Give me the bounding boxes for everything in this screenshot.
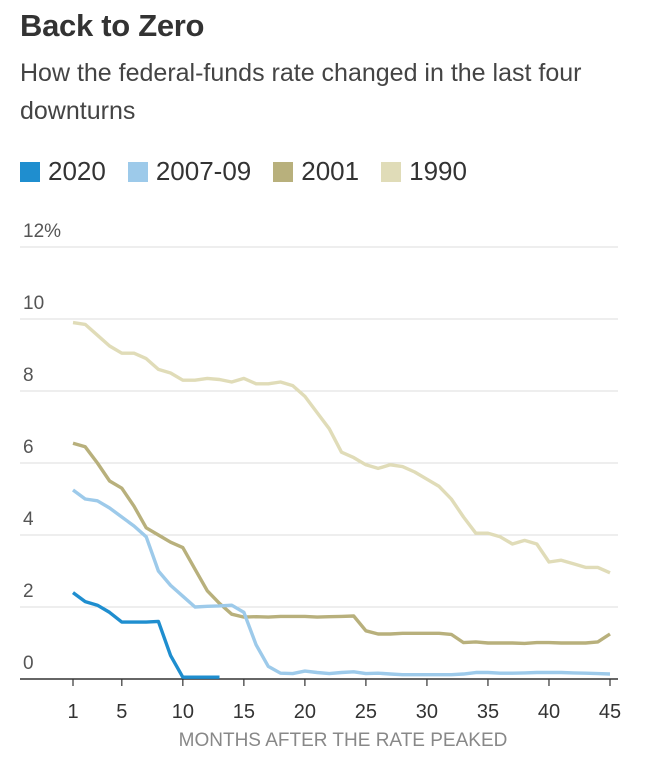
x-tick-label-45: 45 bbox=[599, 701, 621, 723]
legend-label-2007-09: 2007-09 bbox=[155, 156, 252, 186]
legend-label-2001: 2001 bbox=[301, 156, 360, 186]
series-line-1990 bbox=[72, 320, 611, 575]
legend-label-2020: 2020 bbox=[48, 156, 106, 186]
legend-item-2001: 2001 bbox=[273, 156, 359, 187]
legend-item-2007-09: 2007-09 bbox=[127, 156, 252, 187]
y-tick-label-0: 0 bbox=[23, 653, 34, 674]
y-tick-label-8: 8 bbox=[23, 365, 34, 386]
x-tick-label-10: 10 bbox=[172, 701, 194, 723]
legend-label-1990: 1990 bbox=[409, 156, 467, 186]
legend-item-1990: 1990 bbox=[381, 156, 467, 187]
series-line-2007-09 bbox=[71, 488, 611, 677]
series-line-2001 bbox=[72, 441, 611, 646]
series-lines bbox=[71, 320, 611, 679]
chart-title: Back to Zero bbox=[20, 8, 205, 43]
y-axis: 0 2 4 6 8 10 12% bbox=[23, 221, 61, 674]
x-tick-label-35: 35 bbox=[477, 701, 499, 723]
x-tick-label-30: 30 bbox=[416, 701, 438, 723]
chart-legend: 2020 2007-09 2001 1990 bbox=[20, 156, 489, 187]
y-tick-label-4: 4 bbox=[23, 509, 34, 530]
x-axis: 1 5 10 15 20 25 30 35 40 45 bbox=[20, 678, 621, 723]
legend-swatch-2001 bbox=[273, 161, 294, 182]
y-tick-label-10: 10 bbox=[23, 293, 44, 314]
x-tick-label-15: 15 bbox=[233, 701, 255, 723]
y-tick-label-2: 2 bbox=[23, 581, 34, 602]
x-tick-label-5: 5 bbox=[116, 701, 127, 723]
legend-swatch-2007-09 bbox=[127, 161, 148, 182]
x-tick-label-1: 1 bbox=[67, 701, 78, 723]
y-tick-label-6: 6 bbox=[23, 437, 34, 458]
y-tick-label-12: 12% bbox=[23, 221, 61, 242]
grid-lines bbox=[20, 246, 618, 608]
chart-subtitle: How the federal-funds rate changed in th… bbox=[20, 59, 582, 125]
legend-swatch-2020 bbox=[20, 161, 40, 182]
x-tick-label-20: 20 bbox=[294, 701, 316, 723]
legend-swatch-1990 bbox=[381, 161, 402, 182]
x-tick-label-40: 40 bbox=[538, 701, 560, 723]
x-tick-label-25: 25 bbox=[355, 701, 377, 723]
legend-item-2020: 2020 bbox=[20, 156, 106, 187]
x-axis-label: MONTHS AFTER THE RATE PEAKED bbox=[179, 730, 508, 751]
series-line-2020 bbox=[71, 591, 220, 679]
